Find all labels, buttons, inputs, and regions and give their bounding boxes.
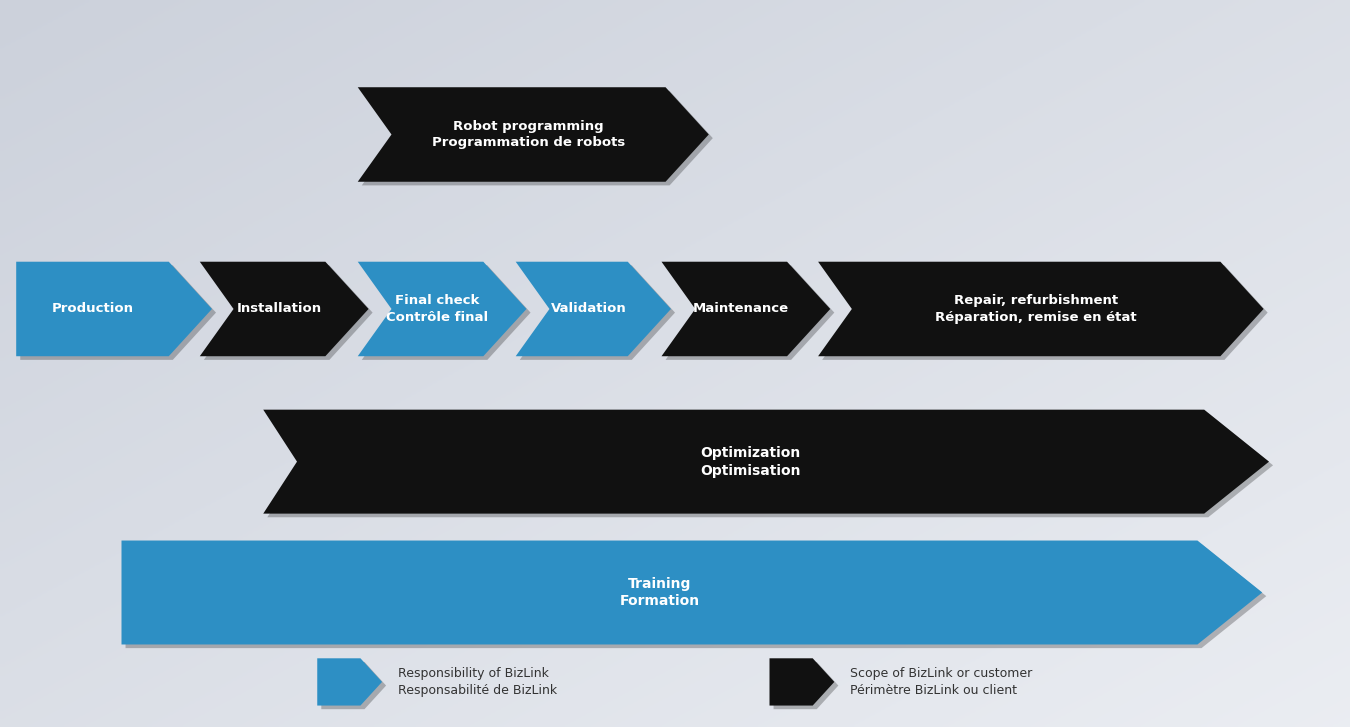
Polygon shape (818, 262, 1264, 356)
Polygon shape (362, 265, 531, 360)
Polygon shape (769, 659, 834, 705)
Polygon shape (263, 409, 1269, 513)
Text: Optimization
Optimisation: Optimization Optimisation (701, 446, 801, 478)
Polygon shape (822, 265, 1268, 360)
Polygon shape (204, 265, 373, 360)
Polygon shape (774, 662, 838, 710)
Polygon shape (16, 262, 212, 356)
Polygon shape (200, 262, 369, 356)
Polygon shape (358, 262, 526, 356)
Text: Installation: Installation (236, 302, 323, 316)
Text: Responsibility of BizLink
Responsabilité de BizLink: Responsibility of BizLink Responsabilité… (398, 667, 558, 697)
Text: Maintenance: Maintenance (693, 302, 790, 316)
Text: Scope of BizLink or customer
Périmètre BizLink ou client: Scope of BizLink or customer Périmètre B… (850, 667, 1033, 697)
Text: Training
Formation: Training Formation (620, 577, 699, 608)
Text: Final check
Contrôle final: Final check Contrôle final (386, 294, 489, 324)
Text: Validation: Validation (551, 302, 626, 316)
Text: Repair, refurbishment
Réparation, remise en état: Repair, refurbishment Réparation, remise… (936, 294, 1137, 324)
Polygon shape (358, 87, 709, 182)
Polygon shape (122, 541, 1262, 644)
Polygon shape (666, 265, 834, 360)
Text: Production: Production (51, 302, 134, 316)
Polygon shape (267, 413, 1273, 518)
Polygon shape (662, 262, 830, 356)
Polygon shape (520, 265, 675, 360)
Polygon shape (317, 659, 382, 705)
Polygon shape (516, 262, 671, 356)
Polygon shape (321, 662, 386, 710)
Polygon shape (126, 544, 1266, 648)
Polygon shape (362, 91, 713, 185)
Text: Robot programming
Programmation de robots: Robot programming Programmation de robot… (432, 120, 625, 149)
Polygon shape (20, 265, 216, 360)
